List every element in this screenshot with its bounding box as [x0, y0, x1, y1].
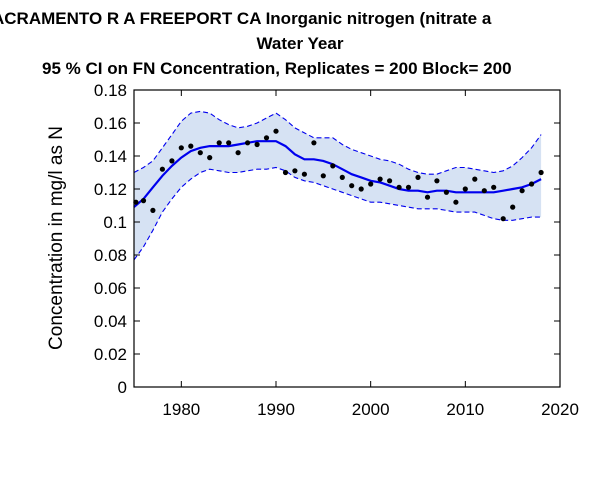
data-point — [159, 166, 165, 172]
data-point — [226, 140, 232, 146]
x-tick-label: 2000 — [352, 400, 390, 419]
data-point — [349, 183, 355, 189]
data-point — [207, 155, 213, 161]
y-tick-label: 0.02 — [94, 345, 127, 364]
chart-title-line1: ACRAMENTO R A FREEPORT CA Inorganic nitr… — [0, 9, 492, 28]
y-tick-label: 0.14 — [94, 147, 127, 166]
data-point — [150, 207, 156, 213]
data-point — [462, 186, 468, 192]
data-point — [481, 188, 487, 194]
data-point — [197, 150, 203, 156]
data-point — [368, 181, 374, 187]
data-point — [387, 178, 393, 184]
y-axis-label: Concentration in mg/l as N — [46, 126, 67, 350]
data-point — [510, 204, 516, 210]
data-point — [472, 176, 478, 182]
data-point — [339, 174, 345, 180]
data-point — [263, 135, 270, 141]
y-tick-label: 0.04 — [94, 312, 127, 331]
data-point — [292, 168, 298, 174]
y-tick-label: 0.06 — [94, 279, 127, 298]
data-point — [529, 181, 535, 187]
data-point — [405, 184, 412, 190]
data-point — [178, 145, 184, 151]
data-point — [320, 173, 326, 179]
data-point — [443, 189, 449, 195]
data-point — [538, 169, 544, 176]
data-point — [245, 140, 251, 146]
confidence-band — [134, 111, 542, 260]
y-tick-label: 0 — [118, 378, 127, 397]
data-point — [254, 141, 260, 148]
ci-lower-line — [133, 166, 542, 261]
data-point — [453, 199, 459, 205]
y-tick-label: 0.18 — [94, 81, 127, 100]
data-point — [424, 194, 431, 200]
y-tick-label: 0.08 — [94, 246, 127, 265]
x-tick-label: 2020 — [541, 400, 579, 419]
data-point — [415, 174, 421, 180]
data-point — [311, 140, 317, 146]
data-point — [169, 158, 175, 164]
data-point — [330, 163, 336, 169]
data-point — [235, 150, 241, 156]
data-point — [500, 216, 506, 222]
data-point — [377, 176, 383, 182]
data-point — [301, 171, 307, 177]
data-point — [216, 140, 222, 146]
y-tick-label: 0.12 — [94, 180, 127, 199]
y-tick-label: 0.1 — [103, 213, 127, 232]
data-point — [188, 143, 194, 149]
data-point — [491, 184, 497, 190]
data-point — [519, 188, 525, 194]
data-point — [140, 198, 147, 204]
plot-frame — [133, 89, 561, 388]
y-tick-label: 0.16 — [94, 114, 127, 133]
data-point — [434, 178, 440, 184]
data-point — [358, 186, 364, 192]
x-tick-label: 1980 — [162, 400, 200, 419]
data-point — [273, 128, 279, 134]
data-point — [282, 169, 289, 176]
data-point — [396, 184, 402, 190]
x-tick-label: 2010 — [446, 400, 484, 419]
x-tick-label: 1990 — [257, 400, 295, 419]
chart-title-line2: Water Year — [256, 34, 344, 53]
trend-line — [133, 140, 542, 208]
chart-title-line3: 95 % CI on FN Concentration, Replicates … — [42, 59, 512, 78]
